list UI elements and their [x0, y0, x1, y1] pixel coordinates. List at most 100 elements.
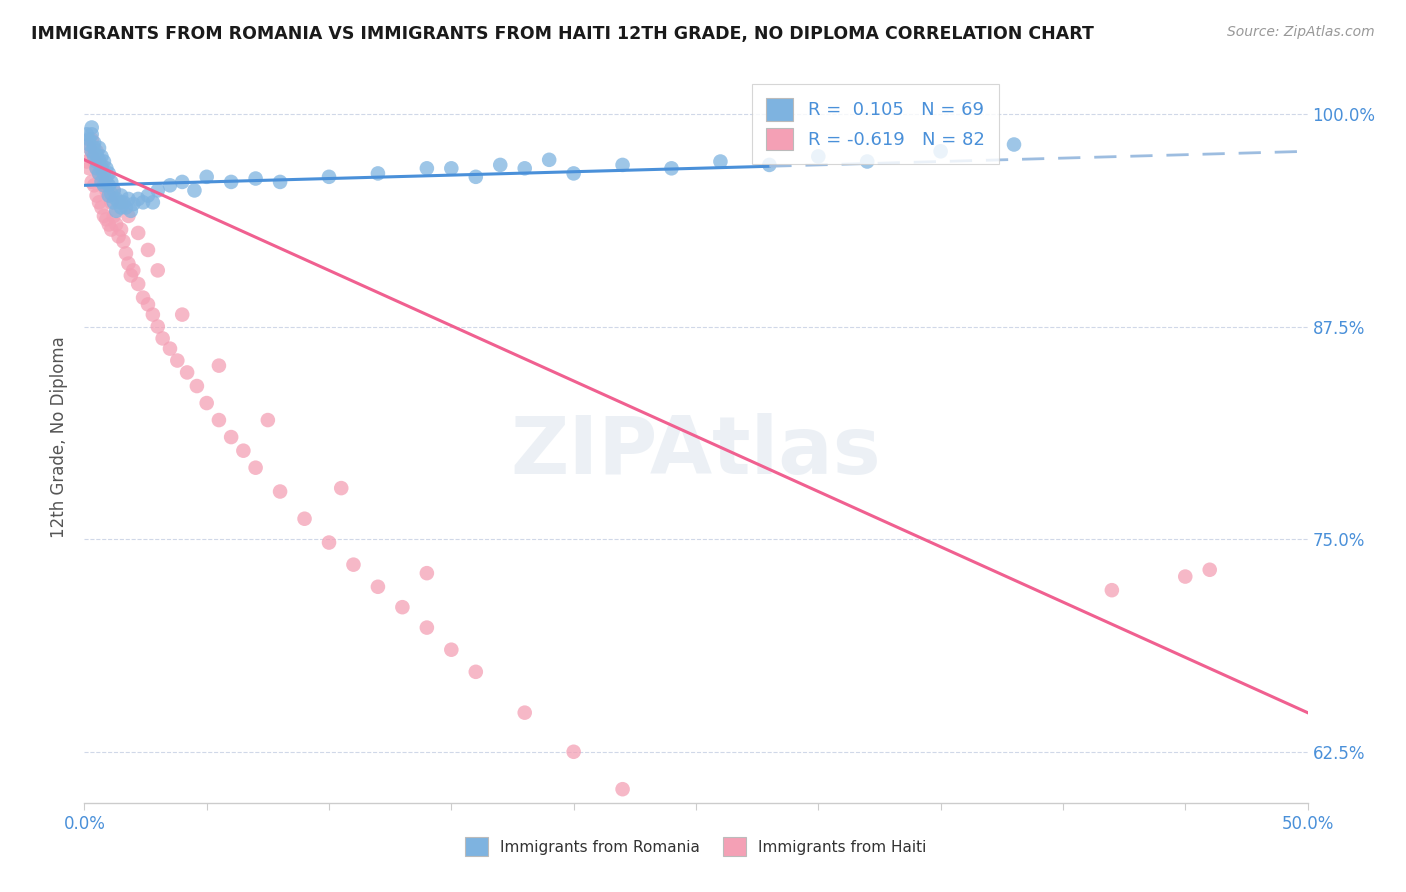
- Point: [86, 154, 108, 169]
- Point: [90, 149, 112, 163]
- Point: [86, 161, 108, 176]
- Point: [97, 188, 120, 202]
- Point: [115, 246, 138, 260]
- Point: [159, 342, 181, 356]
- Point: [1174, 569, 1197, 583]
- Point: [87, 141, 110, 155]
- Point: [86, 147, 108, 161]
- Point: [93, 178, 115, 193]
- Point: [269, 175, 291, 189]
- Point: [758, 158, 780, 172]
- Point: [136, 243, 159, 257]
- Point: [83, 141, 105, 155]
- Point: [103, 183, 125, 197]
- Point: [146, 263, 169, 277]
- Point: [86, 145, 108, 159]
- Point: [661, 161, 683, 176]
- Point: [77, 161, 100, 176]
- Point: [142, 195, 165, 210]
- Point: [245, 171, 267, 186]
- Point: [107, 195, 129, 210]
- Point: [1002, 137, 1025, 152]
- Point: [107, 229, 129, 244]
- Point: [330, 481, 353, 495]
- Point: [709, 154, 731, 169]
- Point: [172, 308, 194, 322]
- Point: [122, 263, 145, 277]
- Point: [166, 353, 188, 368]
- Point: [96, 161, 118, 176]
- Point: [122, 197, 145, 211]
- Point: [87, 153, 110, 167]
- Point: [80, 175, 103, 189]
- Point: [1198, 563, 1220, 577]
- Point: [105, 192, 128, 206]
- Point: [146, 183, 169, 197]
- Point: [90, 201, 112, 215]
- Point: [186, 379, 208, 393]
- Point: [77, 137, 100, 152]
- Point: [416, 621, 439, 635]
- Point: [83, 178, 105, 193]
- Point: [93, 209, 115, 223]
- Point: [90, 175, 112, 189]
- Point: [219, 430, 242, 444]
- Point: [80, 120, 103, 135]
- Point: [120, 203, 142, 218]
- Point: [219, 175, 242, 189]
- Point: [132, 291, 155, 305]
- Point: [294, 512, 316, 526]
- Point: [76, 154, 98, 169]
- Point: [562, 166, 585, 180]
- Point: [105, 203, 128, 218]
- Point: [103, 195, 125, 210]
- Point: [195, 169, 218, 184]
- Point: [77, 132, 100, 146]
- Point: [440, 161, 463, 176]
- Point: [100, 175, 122, 189]
- Point: [416, 566, 439, 581]
- Point: [110, 201, 132, 215]
- Point: [142, 308, 165, 322]
- Point: [86, 161, 108, 176]
- Point: [318, 169, 340, 184]
- Point: [90, 161, 112, 176]
- Point: [100, 186, 122, 201]
- Text: IMMIGRANTS FROM ROMANIA VS IMMIGRANTS FROM HAITI 12TH GRADE, NO DIPLOMA CORRELAT: IMMIGRANTS FROM ROMANIA VS IMMIGRANTS FR…: [31, 25, 1094, 43]
- Point: [93, 166, 115, 180]
- Point: [86, 188, 108, 202]
- Point: [612, 782, 634, 797]
- Point: [440, 642, 463, 657]
- Point: [661, 818, 683, 832]
- Point: [96, 175, 118, 189]
- Point: [97, 178, 120, 193]
- Point: [136, 188, 159, 202]
- Point: [83, 136, 105, 150]
- Point: [96, 212, 118, 227]
- Point: [367, 166, 389, 180]
- Point: [929, 145, 952, 159]
- Point: [464, 665, 486, 679]
- Point: [96, 169, 118, 184]
- Point: [758, 886, 780, 892]
- Point: [76, 128, 98, 142]
- Point: [132, 195, 155, 210]
- Point: [83, 154, 105, 169]
- Point: [83, 149, 105, 163]
- Point: [208, 359, 231, 373]
- Point: [80, 149, 103, 163]
- Point: [464, 169, 486, 184]
- Point: [112, 195, 135, 210]
- Point: [195, 396, 218, 410]
- Point: [117, 256, 139, 270]
- Point: [110, 195, 132, 210]
- Point: [1101, 583, 1123, 598]
- Point: [172, 175, 194, 189]
- Point: [80, 132, 103, 146]
- Point: [77, 141, 100, 155]
- Point: [100, 222, 122, 236]
- Point: [90, 158, 112, 172]
- Point: [257, 413, 280, 427]
- Point: [176, 366, 198, 380]
- Point: [513, 161, 536, 176]
